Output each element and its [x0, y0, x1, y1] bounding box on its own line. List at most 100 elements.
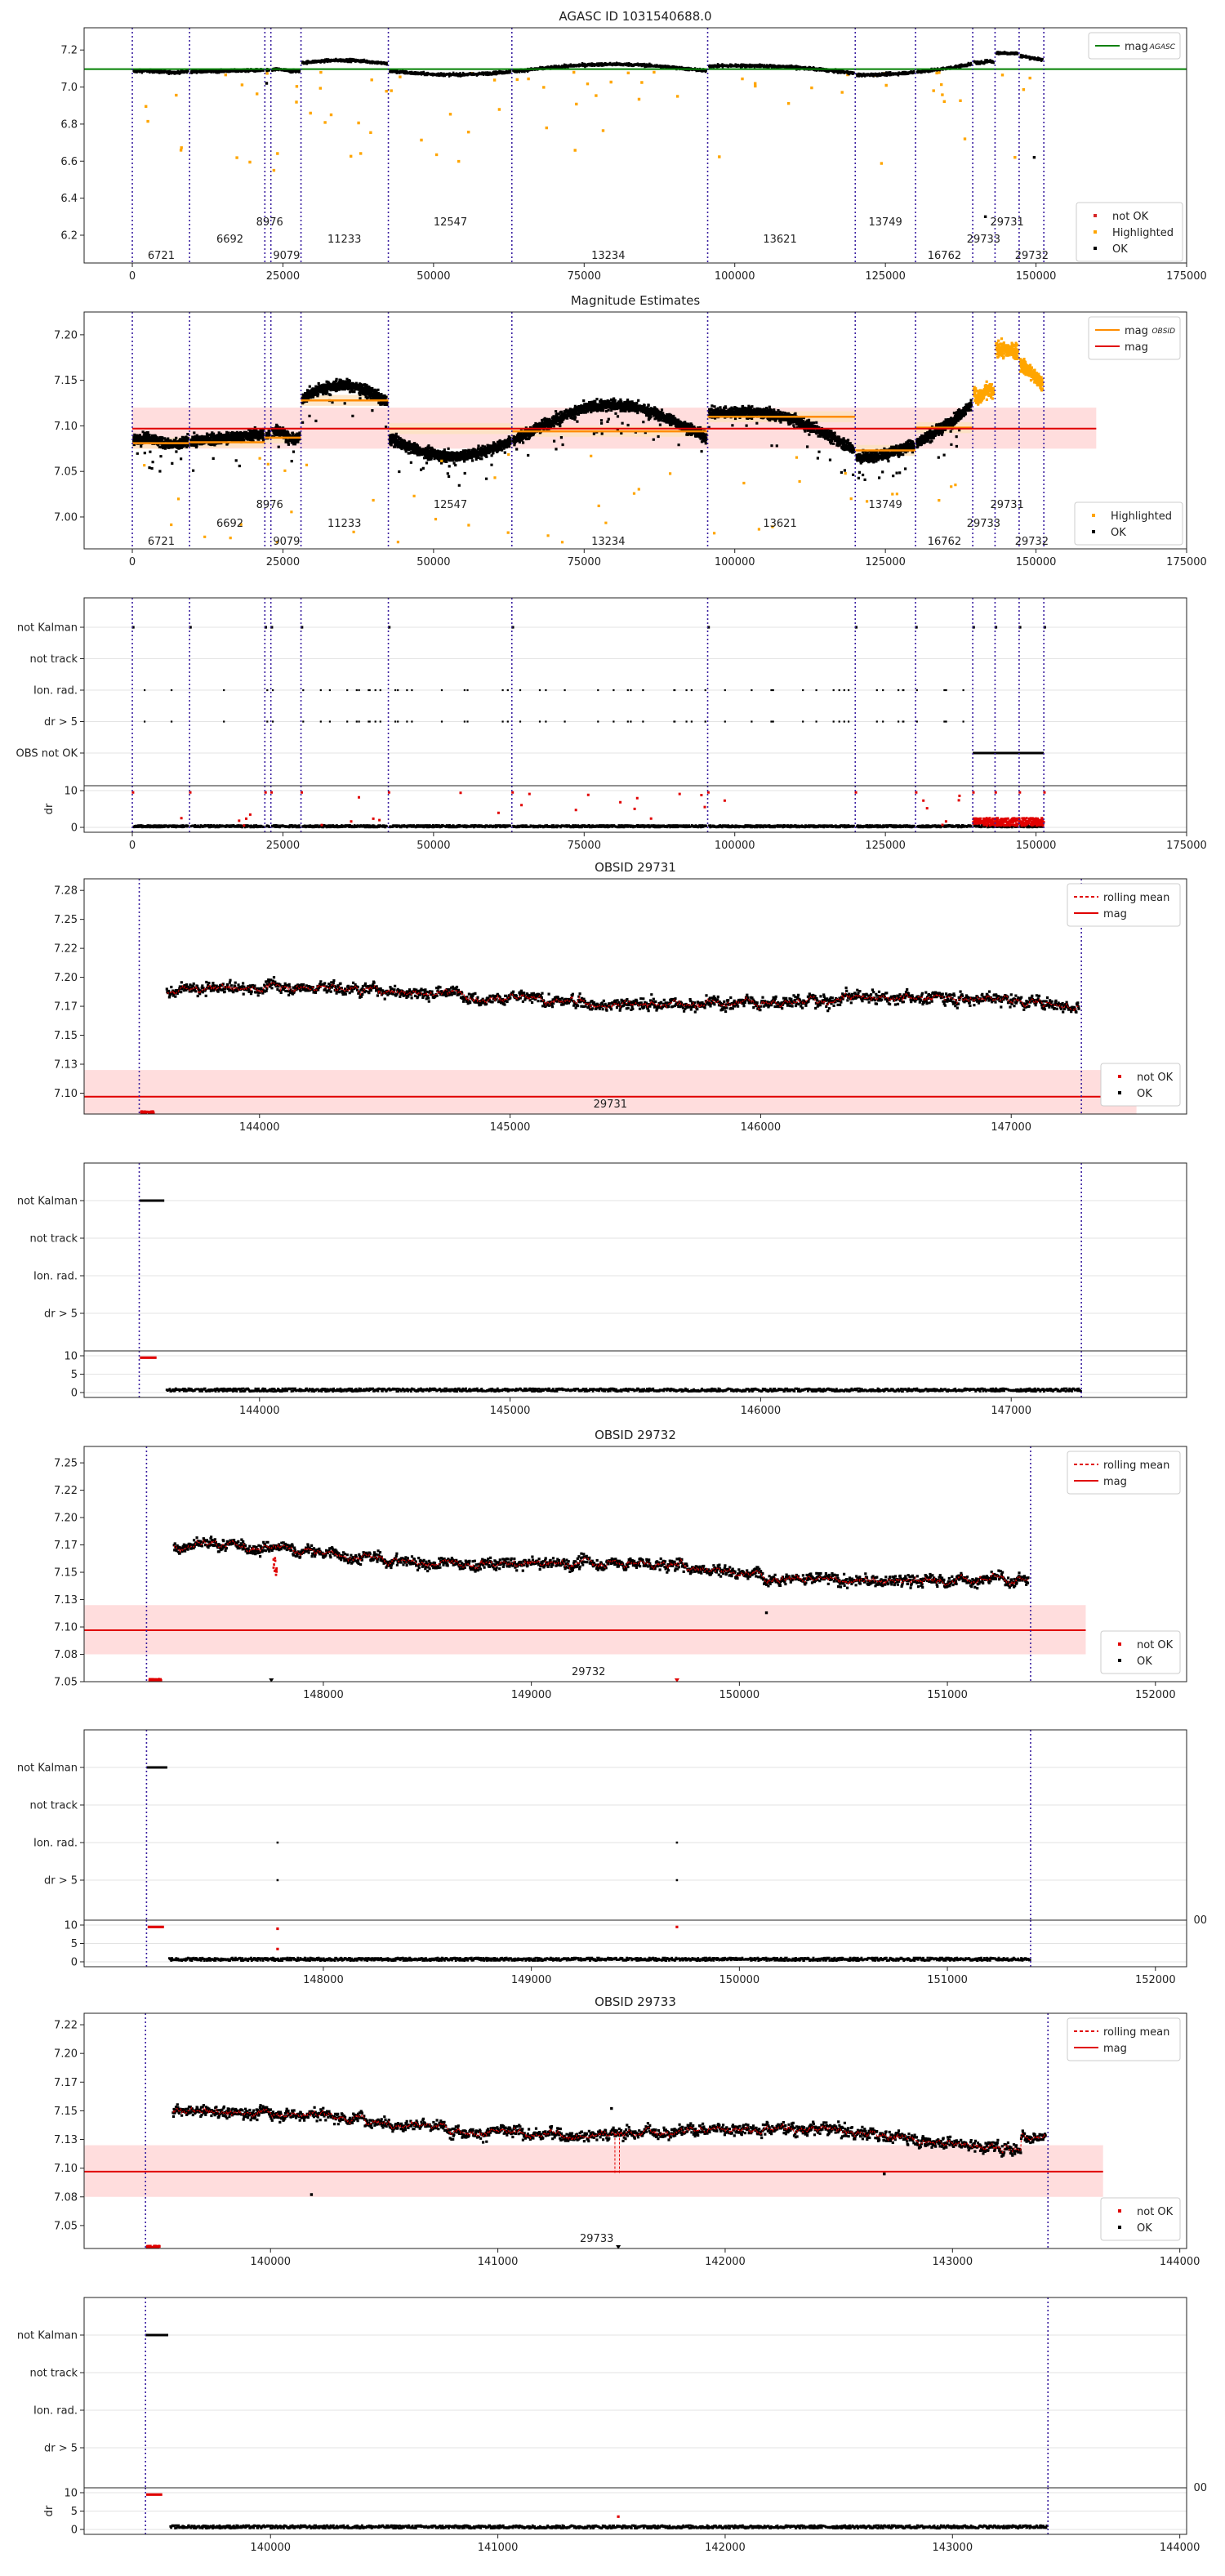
y-tick-label: 7.10 — [54, 1088, 78, 1100]
legend-marker-swatch — [1118, 1659, 1121, 1662]
legend-label: not OK — [1137, 1072, 1174, 1084]
x-tick-label: 147000 — [991, 1405, 1031, 1417]
axes-frame — [83, 2012, 1187, 2249]
dr-ok-points — [168, 1956, 1031, 1962]
legend-box — [1100, 1063, 1181, 1107]
legend-label: mag — [1125, 341, 1148, 354]
y-tick-label: 7.20 — [54, 1513, 78, 1525]
x-tick-label: 0 — [129, 556, 136, 568]
obsid-label: 29732 — [572, 1666, 605, 1678]
legend-marker-swatch — [1118, 1642, 1121, 1646]
x-tick-label: 125000 — [865, 270, 906, 283]
legend-label: OK — [1112, 243, 1128, 256]
not-ok-points — [140, 1110, 155, 1114]
flag-category-label: dr > 5 — [44, 716, 78, 729]
stray-tick-label: 00 — [1193, 1914, 1207, 1927]
obsid-label: 16762 — [928, 536, 961, 548]
x-tick-label: 25000 — [266, 556, 300, 568]
flag-plot-area — [145, 2297, 1049, 2488]
chart-title: OBSID 29733 — [595, 1994, 676, 2009]
dr-tick-label: 5 — [71, 1938, 78, 1950]
obsid-label: 29731 — [594, 1099, 627, 1111]
y-tick-label: 7.17 — [54, 1540, 78, 1552]
flag-category-label: not track — [29, 1800, 78, 1812]
y-tick-label: 7.08 — [54, 2191, 78, 2204]
x-tick-label: 147000 — [991, 1121, 1031, 1134]
legend-box — [1067, 883, 1181, 927]
dr-tick-label: 0 — [71, 1957, 78, 1969]
legend-marker-swatch — [1094, 214, 1097, 217]
legend-box — [1088, 316, 1181, 360]
flag-category-label: Ion. rad. — [33, 1271, 78, 1283]
obsid-label: 12547 — [434, 499, 467, 511]
flag-category-label: Ion. rad. — [33, 1838, 78, 1850]
x-tick-label: 75000 — [568, 840, 601, 852]
flag-category-label: not track — [29, 653, 78, 666]
dr-axis-label: dr — [43, 2505, 56, 2516]
legend-label: OK — [1137, 1656, 1152, 1668]
legend-box — [1067, 2017, 1181, 2061]
legend-sublabel: OBSID — [1152, 328, 1175, 336]
y-tick-label: 7.15 — [54, 1030, 78, 1042]
x-tick-label: 175000 — [1166, 556, 1207, 568]
x-tick-label: 143000 — [932, 2542, 973, 2554]
dr-plot-area — [131, 786, 1046, 832]
overview-panel: AGASC ID 1031540688.0 6.2 6.4 6.6 6.8 7.0 7.2 0… — [60, 9, 1207, 283]
plot-area: 29733 — [84, 2013, 1103, 2248]
y-tick-label: 7.20 — [54, 2048, 78, 2061]
x-tick-label: 0 — [129, 840, 136, 852]
dip-points — [273, 1563, 275, 1566]
ok-points — [172, 1535, 1030, 1590]
dr-tick-label: 10 — [64, 786, 78, 798]
obsid-label: 8976 — [256, 216, 283, 229]
x-tick-label: 152000 — [1135, 1689, 1176, 1701]
legend-box — [1074, 501, 1183, 546]
y-tick-label: 7.00 — [54, 511, 78, 524]
y-tick-label: 6.6 — [60, 156, 78, 168]
y-tick-label: 7.25 — [54, 1458, 78, 1470]
legend-box — [1088, 32, 1181, 60]
legend-sublabel: AGASC — [1149, 43, 1176, 51]
axes-frame — [83, 1162, 1187, 1352]
legend-marker-swatch — [1118, 1075, 1121, 1078]
chart-title: AGASC ID 1031540688.0 — [559, 9, 711, 24]
mag-estimates-panel: Magnitude Estimates 7.00 7.05 7.10 7.15 7.20 0… — [54, 293, 1207, 568]
stray-tick-label: 00 — [1193, 2482, 1207, 2494]
y-tick-label: 7.0 — [60, 82, 78, 94]
x-tick-label: 145000 — [490, 1405, 531, 1417]
dr-tick-label: 5 — [71, 2506, 78, 2518]
y-tick-label: 7.15 — [54, 1567, 78, 1580]
y-tick-label: 7.10 — [54, 421, 78, 433]
dip-points — [274, 1557, 277, 1560]
axes-frame — [83, 1446, 1187, 1682]
x-tick-label: 0 — [129, 270, 136, 283]
obsid-label: 6692 — [216, 234, 243, 246]
plot-area: 6721 6692 8976 9079 11233 12547 13234 13621 1374… — [84, 28, 1187, 263]
axes-frame — [83, 878, 1187, 1115]
y-tick-label: 7.10 — [54, 2163, 78, 2175]
obsid-label: 13621 — [763, 234, 796, 246]
chart-title: Magnitude Estimates — [571, 293, 700, 308]
legend-label: rolling mean — [1103, 892, 1169, 904]
x-tick-label: 150000 — [1016, 840, 1057, 852]
obsid-label: 8976 — [256, 499, 283, 511]
ok-points — [165, 976, 1080, 1014]
legend-label: mag — [1103, 908, 1127, 920]
y-tick-label: 7.20 — [54, 329, 78, 341]
y-tick-label: 7.20 — [54, 972, 78, 984]
plot-area: 6721 6692 8976 9079 11233 12547 13234 13621 1374… — [131, 312, 1097, 549]
obsid-label: 29732 — [1015, 250, 1049, 262]
y-tick-label: 7.25 — [54, 914, 78, 926]
legend-label: mag — [1125, 325, 1148, 337]
dr-tick-label: 0 — [71, 2525, 78, 2537]
legend-label: Highlighted — [1112, 227, 1174, 239]
ok-points — [132, 377, 973, 487]
obsid-label: 6721 — [148, 536, 175, 548]
rolling-mean-line — [167, 981, 1080, 1012]
legend-marker-swatch — [1118, 1091, 1121, 1094]
dr-tick-label: 5 — [71, 1369, 78, 1381]
legend-label: Highlighted — [1111, 510, 1172, 523]
dr-tick-label: 10 — [64, 1920, 78, 1932]
